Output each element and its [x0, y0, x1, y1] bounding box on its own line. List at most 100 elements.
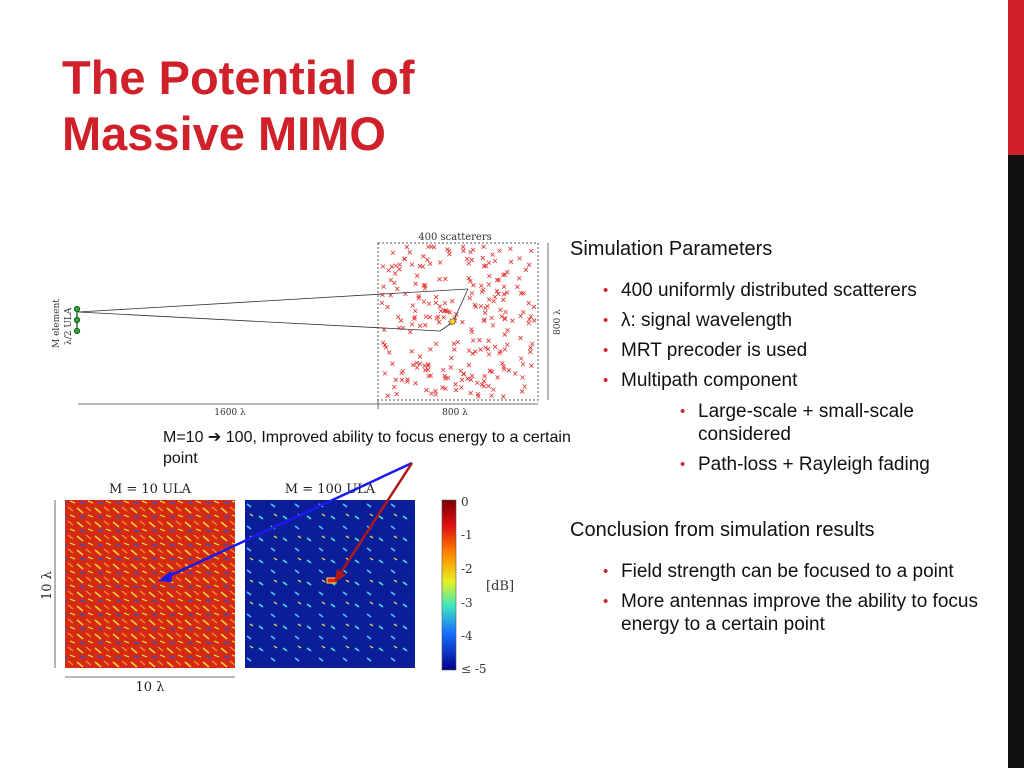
- simulation-figure: 400 scatterers M element λ/2 ULA 800 λ 1…: [40, 232, 563, 695]
- scatterer-mark: [478, 347, 483, 352]
- scatterer-mark: [426, 301, 432, 307]
- scatterer-mark: [468, 377, 474, 382]
- colorbar: [441, 499, 457, 671]
- scatterer-mark: [519, 389, 525, 394]
- scatterer-mark: [458, 368, 464, 374]
- scatterer-mark: [390, 250, 396, 256]
- scatterer-mark: [400, 368, 406, 374]
- scatterer-mark: [481, 244, 486, 250]
- scatterer-mark: [481, 378, 487, 384]
- conclusion-heading: Conclusion from simulation results: [570, 519, 875, 541]
- list-item: • More antennas improve the ability to fo…: [603, 591, 978, 635]
- scatterer-mark: [441, 315, 446, 320]
- scatterer-mark: [453, 387, 459, 393]
- scatterer-mark: [522, 384, 527, 389]
- colorbar-tick-label: -1: [461, 528, 473, 542]
- scatterer-mark: [482, 373, 487, 379]
- scatterer-mark: [518, 313, 523, 319]
- scatterer-mark: [455, 339, 461, 345]
- scatterer-mark: [520, 361, 526, 367]
- scatterer-mark: [428, 347, 433, 352]
- scatterer-mark: [449, 355, 454, 361]
- scatterer-mark: [460, 244, 466, 250]
- scatterer-mark: [414, 273, 420, 278]
- list-item: • MRT precoder is used: [603, 340, 808, 361]
- scatterer-mark: [469, 373, 475, 379]
- list-item: • Multipath component: [603, 370, 798, 391]
- arrow-head-red: [334, 569, 346, 583]
- scatterer-mark: [489, 315, 494, 321]
- scatterers-label: 400 scatterers: [418, 232, 492, 243]
- scatterer-mark: [492, 258, 498, 264]
- scatterer-mark: [526, 300, 531, 306]
- scatterer-mark: [408, 329, 413, 335]
- scatterer-mark: [465, 376, 470, 381]
- scatterer-mark: [392, 271, 398, 276]
- scatterer-mark: [528, 314, 534, 319]
- scatterer-mark: [501, 297, 506, 303]
- scatterer-mark: [489, 393, 494, 398]
- scatterer-mark: [402, 256, 407, 262]
- scatterer-mark: [486, 297, 492, 302]
- figure-caption: M=10 ➔ 100, Improved ability to focus en…: [163, 427, 583, 469]
- scatterer-mark: [466, 362, 472, 368]
- scatterer-mark: [512, 371, 518, 376]
- list-item: • 400 uniformly distributed scatterers: [603, 280, 917, 301]
- scatterer-mark: [428, 244, 434, 249]
- scatterer-mark: [467, 295, 473, 301]
- scatterer-mark: [501, 394, 506, 399]
- scatterer-mark: [486, 338, 491, 343]
- slide-title: The Potential of Massive MIMO: [62, 50, 582, 162]
- left-heatmap-title: M = 10 ULA: [109, 482, 192, 497]
- scatterer-mark: [380, 264, 386, 269]
- colorbar-tick-label: -3: [461, 596, 473, 610]
- scatterer-mark: [474, 380, 480, 386]
- scatterer-mark: [486, 383, 491, 389]
- scatterer-mark: [496, 291, 501, 297]
- scatterer-mark: [447, 251, 452, 257]
- right-heatmap-title: M = 100 ULA: [285, 482, 376, 497]
- scatterer-mark: [475, 391, 481, 397]
- scatterer-mark: [393, 263, 399, 269]
- scatterer-mark: [504, 342, 510, 348]
- scatterer-mark: [481, 263, 487, 269]
- scatterer-mark: [497, 248, 502, 253]
- width-label: 800 λ: [442, 408, 468, 418]
- scatterer-mark: [381, 284, 386, 289]
- scatterer-mark: [453, 382, 458, 387]
- scatterer-mark: [468, 279, 473, 284]
- scatterer-mark: [526, 320, 532, 326]
- scatterer-mark: [413, 281, 418, 286]
- scatterer-mark: [397, 266, 402, 272]
- scatterer-mark: [417, 361, 423, 367]
- scatterer-mark: [501, 367, 507, 372]
- scatterer-mark: [459, 377, 465, 383]
- scatterer-mark: [494, 288, 500, 294]
- scatterer-mark: [397, 325, 402, 331]
- scatterer-mark: [482, 310, 488, 316]
- accent-bar-red: [1008, 0, 1024, 155]
- scatterer-mark: [412, 316, 417, 321]
- bullet-dot: •: [680, 403, 686, 420]
- scatterer-mark: [437, 277, 442, 282]
- bullet-dot: •: [603, 282, 609, 299]
- scatterer-mark: [433, 341, 439, 347]
- scatterer-mark: [452, 347, 457, 352]
- scatterer-mark: [473, 304, 478, 309]
- scatterer-mark: [395, 314, 401, 320]
- scatterer-mark: [386, 350, 392, 355]
- scatterer-mark: [437, 260, 443, 265]
- scatterer-mark: [518, 291, 524, 296]
- scatterer-mark: [393, 377, 398, 383]
- caption-arrow: ➔: [207, 429, 222, 446]
- scatterer-mark: [394, 286, 400, 292]
- scatterer-mark: [483, 345, 488, 350]
- scatterer-mark: [520, 375, 525, 380]
- scatterer-mark: [479, 283, 484, 289]
- conclusion-bullets: • Field strength can be focused to a poin…: [603, 560, 983, 643]
- scatterer-mark: [446, 248, 452, 254]
- scatterer-mark: [526, 317, 532, 322]
- colorbar-tick-label: 0: [461, 495, 469, 509]
- scatterer-mark: [468, 390, 473, 396]
- list-item: • Path-loss + Rayleigh fading: [680, 454, 930, 475]
